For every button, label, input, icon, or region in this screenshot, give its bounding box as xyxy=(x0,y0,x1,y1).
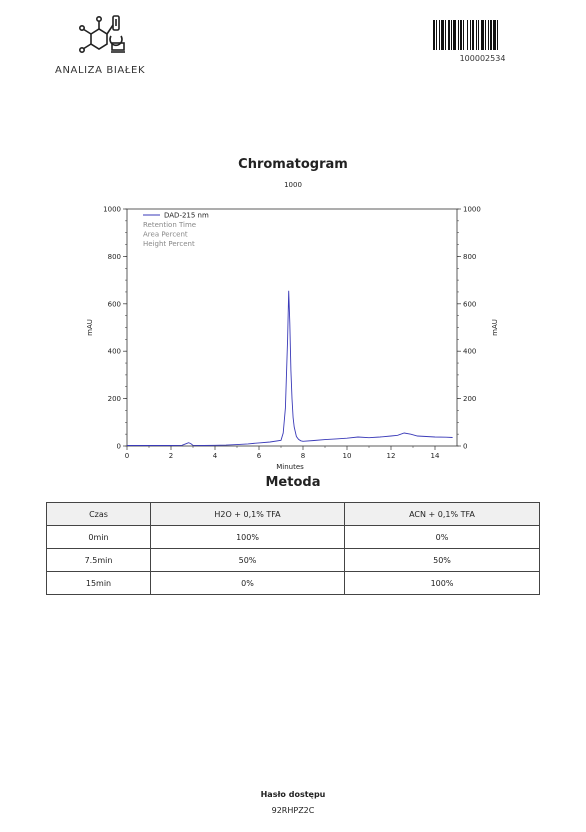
barcode-bar xyxy=(472,20,474,50)
barcode-image xyxy=(433,20,498,50)
method-title: Metoda xyxy=(265,475,321,490)
barcode-bar xyxy=(448,20,450,50)
series-line-dad-215 xyxy=(127,290,453,446)
y-tick-label-left: 400 xyxy=(108,348,121,356)
y-tick-label-right: 200 xyxy=(463,395,476,403)
access-password-label: Hasło dostępu xyxy=(260,790,326,799)
table-cell: 50% xyxy=(150,548,345,572)
x-axis-label: Minutes xyxy=(276,463,304,471)
y-tick-label-left: 200 xyxy=(108,395,121,403)
y-axis-label-left: mAU xyxy=(86,319,94,336)
barcode-bar xyxy=(433,20,435,50)
barcode-bar xyxy=(451,20,452,50)
y-tick-label-right: 600 xyxy=(463,300,476,308)
y-tick-label-left: 1000 xyxy=(103,206,121,214)
y-tick-label-left: 600 xyxy=(108,300,121,308)
table-cell: 0% xyxy=(344,525,540,549)
barcode-bar xyxy=(470,20,471,50)
chart-title: Chromatogram xyxy=(238,157,348,172)
x-tick-label: 10 xyxy=(343,452,352,460)
table-cell: 7.5min xyxy=(46,548,151,572)
table-cell: 100% xyxy=(344,571,540,595)
legend-entry: Area Percent xyxy=(143,231,188,239)
y-tick-label-right: 800 xyxy=(463,253,476,261)
chart-subtitle: 1000 xyxy=(284,181,302,189)
barcode: 100002534 xyxy=(433,20,532,66)
table-header-row: Czas H2O + 0,1% TFA ACN + 0,1% TFA xyxy=(46,502,540,526)
barcode-bar xyxy=(488,20,489,50)
barcode-bar xyxy=(439,20,440,50)
barcode-bar xyxy=(460,20,462,50)
y-tick-label-left: 0 xyxy=(117,443,121,451)
y-tick-label-right: 0 xyxy=(463,443,467,451)
barcode-bar xyxy=(490,20,492,50)
y-tick-label-right: 1000 xyxy=(463,206,481,214)
table-cell: 15min xyxy=(46,571,151,595)
method-table: Czas H2O + 0,1% TFA ACN + 0,1% TFA 0min … xyxy=(46,502,540,595)
table-row: 15min 0% 100% xyxy=(46,571,540,595)
x-tick-label: 6 xyxy=(257,452,262,460)
legend-entry: Retention Time xyxy=(143,221,196,229)
barcode-bar xyxy=(481,20,484,50)
table-row: 7.5min 50% 50% xyxy=(46,548,540,572)
barcode-bar xyxy=(458,20,459,50)
table-cell: 0% xyxy=(150,571,345,595)
access-password-value: 92RHPZ2C xyxy=(271,806,315,815)
y-axis-label-right: mAU xyxy=(491,319,499,336)
barcode-number: 100002534 xyxy=(459,54,506,63)
company-logo: ANALIZA BIAŁEK xyxy=(55,14,165,84)
legend-entry: DAD-215 nm xyxy=(164,212,209,220)
x-tick-label: 12 xyxy=(387,452,396,460)
x-tick-label: 2 xyxy=(169,452,173,460)
barcode-bar xyxy=(463,20,464,50)
logo-text: ANALIZA BIAŁEK xyxy=(55,65,146,76)
table-cell: 0min xyxy=(46,525,151,549)
table-cell: 100% xyxy=(150,525,345,549)
barcode-bar xyxy=(485,20,486,50)
barcode-bar xyxy=(497,20,498,50)
y-tick-label-right: 400 xyxy=(463,348,476,356)
table-row: 0min 100% 0% xyxy=(46,525,540,549)
barcode-bar xyxy=(493,20,496,50)
barcode-bar xyxy=(476,20,477,50)
column-header: ACN + 0,1% TFA xyxy=(344,502,540,526)
barcode-bar xyxy=(453,20,456,50)
barcode-bar xyxy=(467,20,468,50)
x-tick-label: 4 xyxy=(213,452,218,460)
barcode-bar xyxy=(436,20,437,50)
legend-entry: Height Percent xyxy=(143,240,195,248)
x-tick-label: 14 xyxy=(431,452,440,460)
barcode-bar xyxy=(478,20,479,50)
column-header: H2O + 0,1% TFA xyxy=(150,502,345,526)
barcode-bar xyxy=(441,20,444,50)
y-tick-label-left: 800 xyxy=(108,253,121,261)
x-tick-label: 8 xyxy=(301,452,305,460)
molecule-logo-icon xyxy=(78,15,125,53)
table-cell: 50% xyxy=(344,548,540,572)
x-tick-label: 0 xyxy=(125,452,129,460)
barcode-bar xyxy=(445,20,446,50)
column-header: Czas xyxy=(46,502,151,526)
